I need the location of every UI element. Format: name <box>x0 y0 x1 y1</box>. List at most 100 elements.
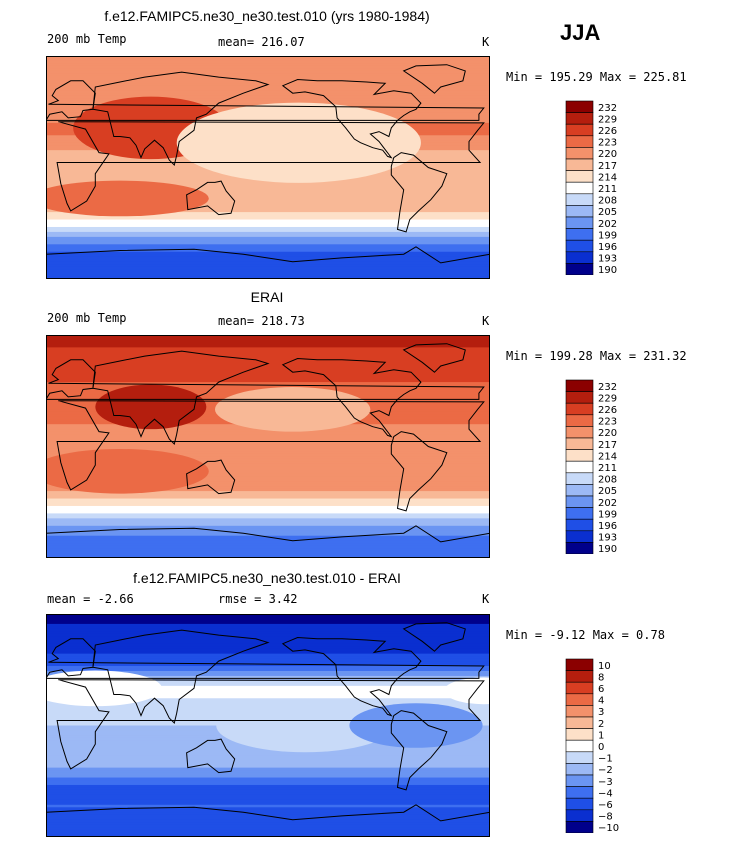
map-band <box>46 473 490 477</box>
panel-1-minmax: Min = 195.29 Max = 225.81 <box>506 70 687 84</box>
map-band <box>46 765 490 769</box>
map-band <box>46 792 490 796</box>
colorbar-tick-label: 199 <box>598 230 617 241</box>
map-band <box>46 545 490 549</box>
colorbar-tick-label: 3 <box>598 707 604 718</box>
map-band <box>46 520 490 524</box>
map-band <box>46 372 490 376</box>
map-band <box>46 276 490 279</box>
map-band <box>46 199 490 203</box>
map-band <box>46 448 490 453</box>
map-band <box>46 481 490 485</box>
map-band <box>46 207 490 211</box>
map-band <box>46 73 490 77</box>
colorbar-tick-label: 217 <box>598 161 617 172</box>
map-band <box>46 226 490 231</box>
colorbar-box <box>565 263 594 275</box>
map-band <box>46 510 490 514</box>
map-band <box>46 782 490 786</box>
map-band <box>46 618 490 623</box>
map-band <box>46 456 490 460</box>
colorbar-tick-label: 232 <box>598 103 617 114</box>
map-band <box>46 231 490 235</box>
map-band <box>46 809 490 813</box>
map-band <box>46 648 490 652</box>
colorbar-box <box>565 205 594 218</box>
colorbar-tick-label: −3 <box>598 777 613 788</box>
colorbar-tick-label: 196 <box>598 242 617 253</box>
map-band <box>46 88 490 92</box>
map-band <box>46 444 490 448</box>
map-band <box>46 377 490 381</box>
map-band <box>46 780 490 784</box>
map-band <box>46 501 490 505</box>
panel-2-left-label: 200 mb Temp <box>47 311 127 325</box>
panel-2-map <box>46 335 490 558</box>
map-band <box>46 784 490 789</box>
map-band <box>46 441 490 445</box>
map-band <box>46 822 490 826</box>
colorbar-tick-label: 199 <box>598 509 617 520</box>
map-band <box>46 367 490 371</box>
map-band <box>46 663 490 667</box>
map-band <box>46 98 490 102</box>
colorbar-box <box>565 739 594 753</box>
map-band <box>46 656 490 660</box>
colorbar-box <box>565 112 594 125</box>
map-band <box>46 70 490 74</box>
map-band <box>46 683 490 687</box>
map-band <box>46 236 490 240</box>
map-band <box>46 777 490 781</box>
map-band <box>46 540 490 544</box>
colorbar-box <box>565 228 594 241</box>
map-band <box>46 538 490 542</box>
coastline <box>281 357 422 438</box>
coastline <box>402 622 466 652</box>
map-border <box>46 335 490 558</box>
map-band <box>46 369 490 373</box>
map-band <box>46 668 490 672</box>
map-band <box>46 269 490 273</box>
map-band <box>46 359 490 363</box>
map-band <box>46 90 490 94</box>
colorbar-box <box>565 681 594 695</box>
map-band <box>46 261 490 265</box>
map-band <box>46 219 490 223</box>
map-band <box>46 56 490 60</box>
map-band <box>46 259 490 263</box>
map-band <box>46 651 490 655</box>
map-border <box>46 614 490 837</box>
map-band <box>46 643 490 647</box>
map-border <box>46 56 490 279</box>
panel-1-title: f.e12.FAMIPC5.ne30_ne30.test.010 (yrs 19… <box>104 8 430 24</box>
map-band <box>46 429 490 433</box>
map-band <box>46 685 490 689</box>
map-band <box>46 446 490 450</box>
map-band <box>46 266 490 270</box>
panel-1-map <box>46 56 490 279</box>
map-band <box>46 436 490 440</box>
map-band <box>46 775 490 779</box>
coastline <box>390 710 448 791</box>
map-band <box>46 182 490 186</box>
panel-1-left-label: 200 mb Temp <box>47 32 127 46</box>
colorbar-tick-label: 214 <box>598 451 617 462</box>
map-band <box>46 515 490 519</box>
colorbar-tick-label: 1 <box>598 730 604 741</box>
map-band <box>46 690 490 694</box>
colorbar-box <box>565 100 594 113</box>
map-band <box>46 379 490 383</box>
panel-1-units: K <box>482 35 490 49</box>
map-band <box>46 486 490 490</box>
colorbar-box <box>565 518 594 532</box>
colorbar-box <box>565 426 594 439</box>
colorbar-box <box>565 472 594 485</box>
map-band <box>46 184 490 188</box>
map-band <box>46 58 490 62</box>
colorbar-tick-label: 211 <box>598 463 617 474</box>
map-band <box>46 623 490 627</box>
map-band <box>46 468 490 472</box>
map-band <box>46 217 490 221</box>
map-band <box>46 750 490 754</box>
